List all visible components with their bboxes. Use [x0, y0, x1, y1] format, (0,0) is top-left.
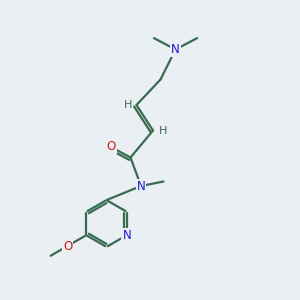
Text: O: O: [106, 140, 116, 154]
Text: N: N: [122, 229, 131, 242]
Text: O: O: [63, 239, 72, 253]
Text: N: N: [136, 179, 146, 193]
Text: H: H: [158, 125, 167, 136]
Text: H: H: [124, 100, 132, 110]
Text: N: N: [171, 43, 180, 56]
